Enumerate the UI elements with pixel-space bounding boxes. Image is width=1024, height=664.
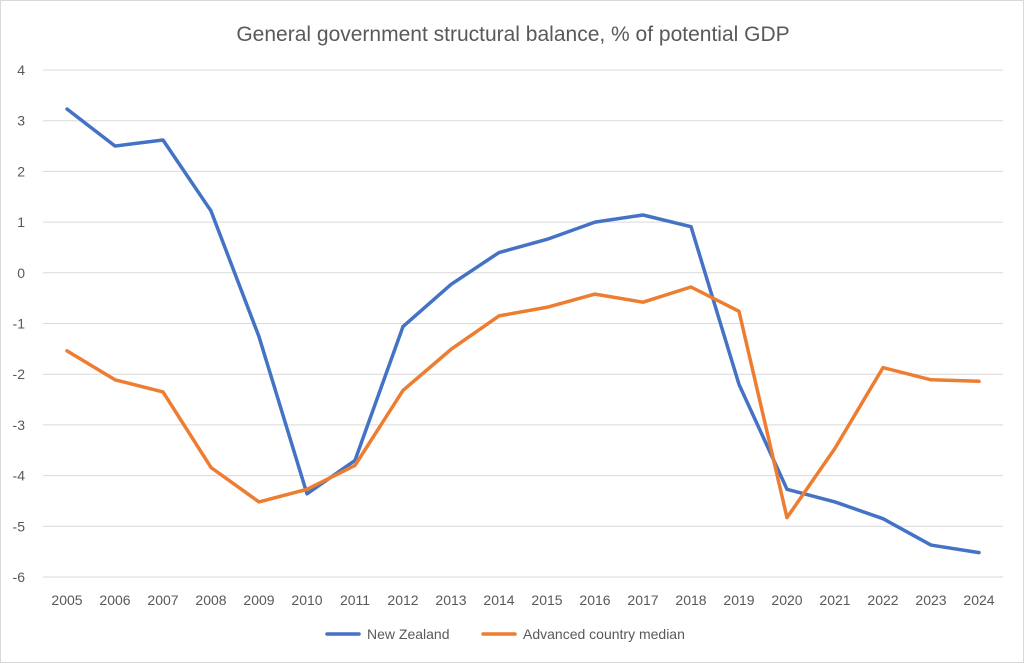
y-tick-label: 4 (17, 62, 25, 78)
y-tick-label: 1 (17, 214, 25, 230)
legend: New Zealand Advanced country median (325, 626, 685, 642)
x-tick-label: 2007 (147, 592, 178, 608)
chart-title: General government structural balance, %… (236, 23, 789, 46)
x-tick-label: 2011 (340, 592, 370, 608)
x-tick-label: 2010 (291, 592, 322, 608)
x-tick-label: 2016 (579, 592, 610, 608)
x-tick-label: 2020 (771, 592, 802, 608)
series-line-advanced-country-median (65, 285, 981, 520)
x-tick-label: 2009 (243, 592, 274, 608)
y-tick-label: -3 (13, 417, 26, 433)
x-tick-label: 2008 (195, 592, 226, 608)
y-tick-label: -2 (13, 366, 26, 382)
x-tick-label: 2005 (51, 592, 82, 608)
x-axis-ticks: 2005 2006 2007 2008 2009 2010 2011 2012 2013 2014… (51, 592, 994, 608)
x-tick-label: 2015 (531, 592, 562, 608)
x-tick-label: 2017 (627, 592, 658, 608)
y-tick-label: 2 (17, 163, 25, 179)
y-tick-label: -4 (13, 468, 26, 484)
y-axis-ticks: 4 3 2 1 0 -1 -2 -3 -4 -5 -6 (13, 62, 26, 585)
legend-label: New Zealand (367, 626, 450, 642)
x-tick-label: 2021 (819, 592, 850, 608)
y-tick-label: -6 (13, 569, 26, 585)
x-tick-label: 2012 (387, 592, 418, 608)
y-tick-label: -5 (13, 518, 26, 534)
legend-label: Advanced country median (523, 626, 685, 642)
x-tick-label: 2022 (867, 592, 898, 608)
x-tick-label: 2024 (963, 592, 994, 608)
x-tick-label: 2013 (435, 592, 466, 608)
x-tick-label: 2019 (723, 592, 754, 608)
y-tick-label: -1 (13, 316, 26, 332)
x-tick-label: 2018 (675, 592, 706, 608)
series-line-new-zealand (65, 107, 981, 555)
x-tick-label: 2006 (99, 592, 130, 608)
x-tick-label: 2023 (915, 592, 946, 608)
gridlines (43, 69, 1003, 578)
x-tick-label: 2014 (483, 592, 514, 608)
y-tick-label: 3 (17, 113, 25, 129)
y-tick-label: 0 (17, 265, 25, 281)
series-lines (65, 107, 981, 555)
